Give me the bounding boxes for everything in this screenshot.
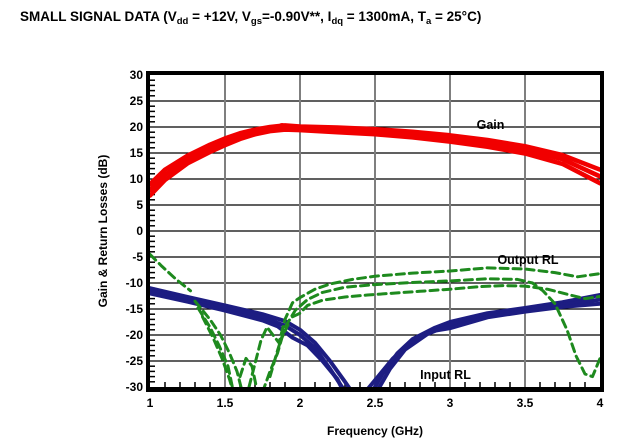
- title-text: =-0.90V**, I: [262, 9, 332, 24]
- curves-group: [150, 123, 600, 387]
- y-tick-label: 20: [129, 120, 143, 134]
- title-subscript: dq: [331, 16, 344, 27]
- title-text: = +12V, V: [188, 9, 251, 24]
- curve-output-rl: [150, 252, 192, 293]
- x-tick-label: 1.5: [216, 396, 234, 410]
- y-tick-label: -25: [125, 354, 143, 368]
- y-tick-label: -20: [125, 328, 143, 342]
- curve-output-rl: [262, 323, 290, 387]
- curve-output-rl: [193, 299, 243, 387]
- y-tick-label: 30: [129, 68, 143, 82]
- y-tick-label: 5: [136, 198, 143, 212]
- y-tick-label: -15: [125, 302, 143, 316]
- plot-svg: [150, 75, 600, 387]
- chart-title: SMALL SIGNAL DATA (Vdd = +12V, Vgs=-0.90…: [20, 9, 481, 27]
- y-tick-label: -10: [125, 276, 143, 290]
- y-tick-label: 10: [129, 172, 143, 186]
- title-text: = 1300mA, T: [343, 9, 426, 24]
- gain-bump-dot: [278, 123, 286, 131]
- x-tick-label: 3.5: [516, 396, 534, 410]
- curve-input-rl: [150, 291, 600, 387]
- gain-label: Gain: [476, 117, 505, 132]
- x-axis-title: Frequency (GHz): [326, 424, 424, 438]
- curve-output-rl: [238, 356, 258, 387]
- y-tick-label: 15: [129, 146, 143, 160]
- input-rl-label: Input RL: [420, 368, 471, 383]
- title-text: = 25°C): [431, 9, 482, 24]
- curve-input-rl: [150, 286, 600, 387]
- title-subscript: gs: [250, 16, 263, 27]
- curve-output-rl: [201, 315, 234, 387]
- x-tick-label: 3: [446, 396, 454, 410]
- plot-area: [146, 71, 604, 392]
- curve-gain: [150, 127, 600, 198]
- curve-output-rl: [291, 284, 600, 319]
- y-tick-label: 0: [136, 224, 143, 238]
- y-tick-label: -5: [132, 250, 143, 264]
- x-tick-label: 2.5: [366, 396, 384, 410]
- x-tick-label: 4: [596, 396, 604, 410]
- y-tick-label: 25: [129, 94, 143, 108]
- curve-output-rl: [247, 266, 600, 387]
- curve-output-rl: [268, 277, 600, 379]
- title-subscript: a: [425, 16, 432, 27]
- x-tick-label: 1: [146, 396, 154, 410]
- x-tick-label: 2: [296, 396, 304, 410]
- output-rl-label: Output RL: [497, 253, 559, 268]
- curve-input-rl: [150, 288, 600, 387]
- title-text: SMALL SIGNAL DATA (V: [20, 9, 177, 24]
- y-tick-label: -30: [125, 380, 143, 394]
- title-subscript: dd: [176, 16, 189, 27]
